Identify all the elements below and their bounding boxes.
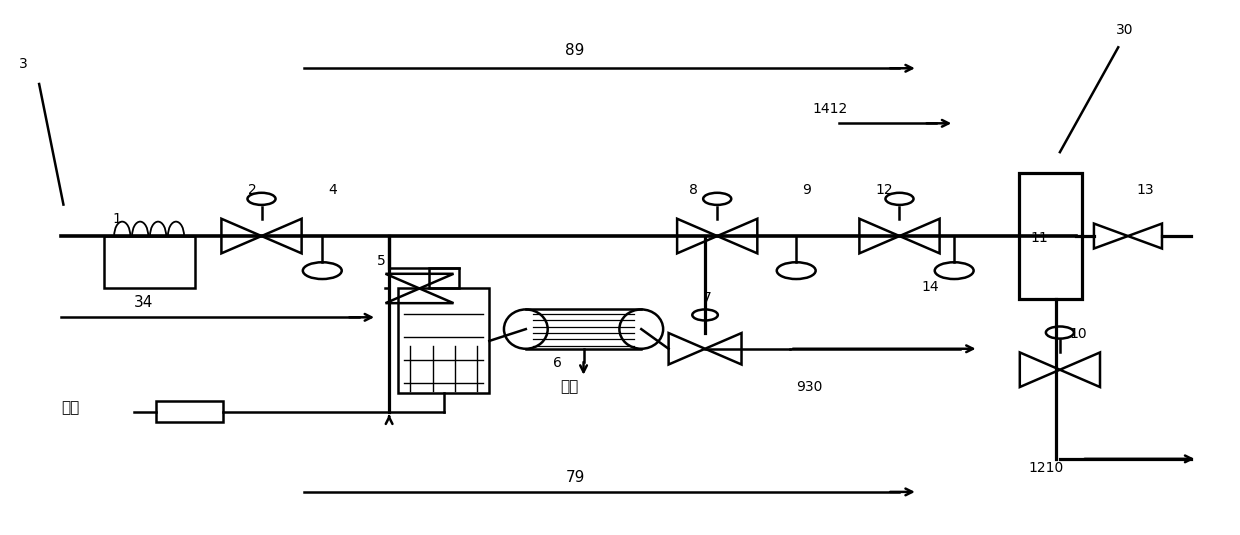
Text: 1: 1 [112, 212, 122, 226]
Bar [1018, 173, 1081, 299]
Text: 冷源: 冷源 [560, 379, 579, 394]
Bar [156, 401, 223, 422]
Text: 89: 89 [565, 43, 585, 58]
Bar [429, 268, 459, 288]
Text: 2: 2 [248, 183, 257, 197]
Text: 4: 4 [329, 183, 337, 197]
Text: 11: 11 [1030, 231, 1049, 246]
Text: 79: 79 [565, 470, 585, 485]
Text: 9: 9 [802, 183, 811, 197]
Text: 930: 930 [796, 380, 822, 394]
Bar [103, 236, 195, 288]
Text: 30: 30 [1116, 23, 1133, 37]
Text: 10: 10 [1070, 327, 1087, 341]
Text: 12: 12 [875, 183, 893, 197]
Text: 1210: 1210 [1028, 461, 1064, 475]
Text: 5: 5 [377, 254, 386, 268]
Text: 3: 3 [19, 57, 27, 71]
Text: 6: 6 [553, 356, 562, 370]
Text: 8: 8 [689, 183, 698, 197]
Text: 13: 13 [1136, 183, 1154, 197]
Text: 补液: 补液 [61, 400, 79, 415]
Text: 1412: 1412 [812, 102, 847, 116]
Text: 34: 34 [134, 295, 154, 310]
Text: 14: 14 [921, 280, 939, 294]
Bar [398, 288, 490, 393]
Text: 7: 7 [703, 291, 712, 304]
